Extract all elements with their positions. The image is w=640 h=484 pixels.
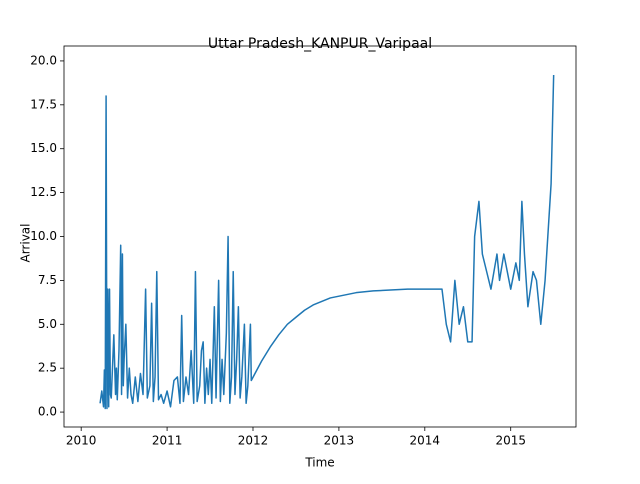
chart-title: Uttar Pradesh_KANPUR_Varipaal <box>208 36 432 52</box>
y-tick-label: 0.0 <box>38 405 57 419</box>
x-axis-label: Time <box>304 456 334 470</box>
y-tick-label: 12.5 <box>30 185 57 199</box>
y-tick-label: 5.0 <box>38 317 57 331</box>
y-tick-label: 2.5 <box>38 361 57 375</box>
x-tick-label: 2014 <box>410 434 441 448</box>
y-tick-label: 15.0 <box>30 141 57 155</box>
x-tick-label: 2012 <box>238 434 269 448</box>
x-tick-label: 2015 <box>495 434 526 448</box>
data-line <box>99 74 555 410</box>
plot-frame <box>63 45 577 428</box>
x-tick-label: 2011 <box>152 434 183 448</box>
y-tick-label: 7.5 <box>38 273 57 287</box>
y-tick-label: 10.0 <box>30 229 57 243</box>
x-tick-label: 2010 <box>66 434 97 448</box>
y-axis-label: Arrival <box>19 224 33 263</box>
y-tick-label: 17.5 <box>30 97 57 111</box>
x-tick-label: 2013 <box>324 434 355 448</box>
y-tick-label: 20.0 <box>30 53 57 67</box>
